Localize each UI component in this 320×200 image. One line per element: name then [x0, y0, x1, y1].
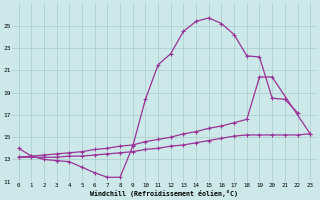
X-axis label: Windchill (Refroidissement éolien,°C): Windchill (Refroidissement éolien,°C) [91, 190, 238, 197]
